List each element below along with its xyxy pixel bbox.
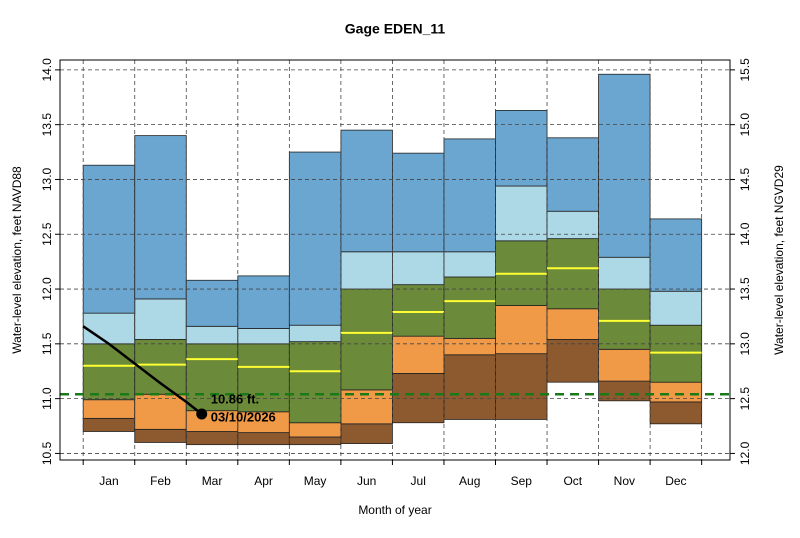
x-tick-label: Jan — [99, 474, 118, 488]
y-tick-label: 12.0 — [40, 277, 54, 301]
percentile-band — [546, 238, 599, 310]
x-tick-label: Feb — [150, 474, 171, 488]
percentile-band — [392, 373, 445, 424]
percentile-band — [185, 279, 239, 327]
x-tick-label: Jun — [357, 474, 376, 488]
percentile-band — [340, 129, 393, 253]
percentile-band — [185, 431, 239, 446]
x-tick-label: Oct — [563, 474, 582, 488]
plot-frame — [59, 59, 731, 461]
y2-tick-label: 14.0 — [738, 222, 752, 246]
percentile-band — [340, 288, 393, 391]
percentile-band — [288, 151, 342, 326]
x-tick-label: Nov — [614, 474, 635, 488]
y-tick-label: 11.5 — [40, 332, 54, 355]
percentile-band — [288, 324, 342, 343]
y2-tick-label: 14.5 — [738, 167, 752, 191]
y-tick-label: 14.0 — [40, 58, 54, 82]
y2-tick-label: 12.0 — [738, 441, 752, 465]
percentile-band — [392, 251, 445, 286]
percentile-band — [82, 312, 136, 345]
percentile-band — [495, 110, 548, 187]
y2-tick-label: 15.0 — [738, 113, 752, 137]
percentile-band — [340, 389, 393, 425]
percentile-band — [288, 422, 342, 438]
y2-axis-title: Water-level elevation, feet NGVD29 — [772, 165, 786, 355]
x-tick-label: Apr — [254, 474, 273, 488]
y-tick-label: 12.5 — [40, 222, 54, 246]
percentile-band — [237, 328, 290, 345]
x-tick-label: Aug — [459, 474, 480, 488]
y2-tick-label: 13.0 — [738, 332, 752, 356]
percentile-band — [134, 428, 187, 443]
percentile-band — [443, 138, 496, 253]
percentile-band — [392, 284, 445, 337]
percentile-band — [649, 324, 703, 383]
x-tick-label: Dec — [665, 474, 686, 488]
percentile-band — [185, 325, 239, 345]
y-tick-label: 13.5 — [40, 113, 54, 137]
percentile-band — [598, 256, 651, 290]
percentile-band — [546, 308, 599, 340]
percentile-band — [495, 305, 548, 355]
x-tick-label: Sep — [511, 474, 533, 488]
percentile-band — [495, 185, 548, 242]
percentile-band — [237, 432, 290, 446]
percentile-band — [649, 218, 703, 292]
percentile-band — [598, 380, 651, 402]
percentile-band — [546, 339, 599, 383]
percentile-band — [134, 135, 187, 300]
percentile-band — [392, 335, 445, 374]
percentile-band — [134, 339, 187, 395]
percentile-band — [649, 401, 703, 425]
y2-tick-label: 12.5 — [738, 387, 752, 411]
x-tick-label: Jul — [411, 474, 426, 488]
percentile-band — [340, 251, 393, 290]
annotation-value: 10.86 ft. — [211, 391, 259, 406]
percentile-band — [392, 152, 445, 253]
x-tick-label: May — [304, 474, 327, 488]
chart-title: Gage EDEN_11 — [345, 21, 446, 37]
percentile-band — [185, 343, 239, 412]
y2-tick-label: 15.5 — [738, 58, 752, 82]
percentile-band — [82, 399, 136, 419]
percentile-band — [443, 251, 496, 278]
y-tick-label: 13.0 — [40, 167, 54, 191]
percentile-band — [134, 393, 187, 430]
y-tick-label: 10.5 — [40, 441, 54, 465]
percentile-band — [546, 137, 599, 212]
percentile-band — [82, 164, 136, 314]
percentile-band — [598, 288, 651, 350]
percentile-band — [237, 343, 290, 413]
current-point — [196, 408, 208, 420]
y-tick-label: 11.0 — [40, 387, 54, 410]
percentile-band — [288, 341, 342, 424]
percentile-band — [443, 276, 496, 339]
percentile-band — [495, 353, 548, 420]
percentile-band — [237, 275, 290, 329]
y2-tick-label: 13.5 — [738, 277, 752, 301]
percentile-band — [82, 417, 136, 432]
percentile-band — [340, 423, 393, 444]
annotation-date: 03/10/2026 — [211, 409, 276, 424]
percentile-band — [82, 343, 136, 401]
percentile-band — [649, 290, 703, 326]
y-axis-title: Water-level elevation, feet NAVD88 — [10, 166, 24, 354]
percentile-band — [598, 73, 651, 258]
percentile-band — [288, 436, 342, 446]
current-line — [82, 325, 203, 415]
percentile-band — [443, 337, 496, 356]
x-tick-label: Mar — [202, 474, 223, 488]
percentile-band — [134, 298, 187, 340]
percentile-band — [598, 348, 651, 382]
x-axis-title: Month of year — [358, 503, 431, 517]
percentile-band — [443, 354, 496, 420]
